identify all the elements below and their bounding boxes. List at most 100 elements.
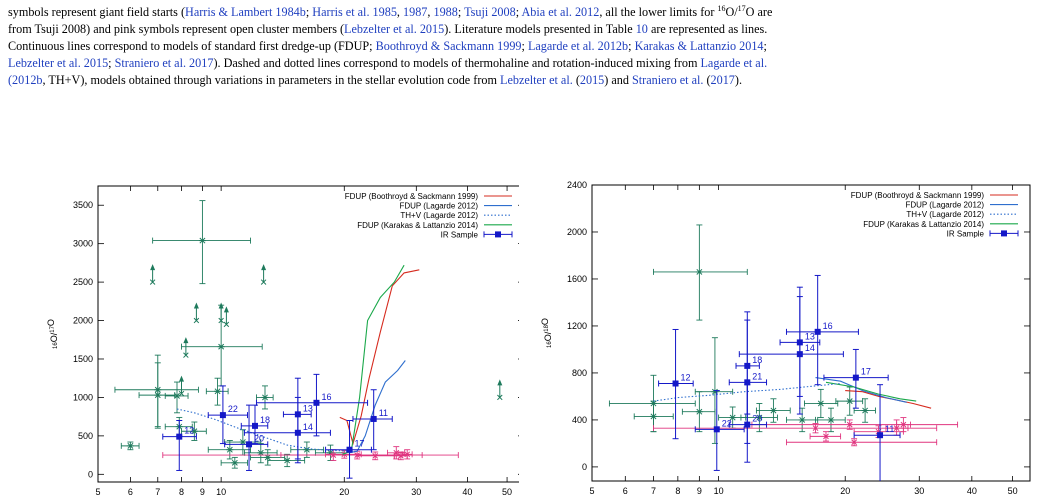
caption-citation[interactable]: Harris et al. 1985 xyxy=(312,5,397,20)
y-tick-label: 3500 xyxy=(73,200,93,210)
caption-citation[interactable]: Abia et al. 2012 xyxy=(521,5,600,20)
caption-citation[interactable]: 2017 xyxy=(710,73,735,88)
legend-label-lagarde: FDUP (Lagarde 2012) xyxy=(905,201,984,210)
caption-text: ; xyxy=(763,39,767,54)
cluster-marker xyxy=(851,439,857,446)
y-tick-label: 400 xyxy=(572,415,587,425)
caption-line-5: (2012b, TH+V), models obtained through v… xyxy=(8,72,1032,89)
caption-text: , xyxy=(396,5,404,20)
caption-citation[interactable]: 1988 xyxy=(433,5,458,20)
caption-citation[interactable]: (2012b xyxy=(8,73,43,88)
caption-line-2: from Tsuji 2008) and pink symbols repres… xyxy=(8,21,1032,38)
y-tick-label: 3000 xyxy=(73,239,93,249)
caption-text: ; xyxy=(628,39,635,54)
field-giant-point xyxy=(681,391,716,433)
y-axis-label-part: 16 xyxy=(547,341,553,348)
caption-text: symbols represent giant field starts ( xyxy=(8,5,186,20)
plot-frame xyxy=(97,185,519,483)
x-tick-label: 10 xyxy=(714,486,724,496)
caption-citation[interactable]: 2015 xyxy=(579,73,605,88)
caption-text: ; xyxy=(108,56,115,71)
legend-swatch-sample xyxy=(495,231,501,238)
ir-sample-label: 11 xyxy=(379,408,388,418)
ir-sample-label: 21 xyxy=(752,371,762,381)
ir-sample-label: 14 xyxy=(805,343,815,353)
caption-text: O are xyxy=(745,5,773,20)
caption-text: ; xyxy=(515,5,522,20)
ir-sample-point: 20 xyxy=(728,384,768,463)
cluster-point xyxy=(356,451,395,461)
lower-limit-arrowhead xyxy=(218,302,224,309)
cluster-marker xyxy=(404,451,411,458)
field-giant-point xyxy=(138,362,176,429)
caption-text: ). xyxy=(734,73,742,88)
ir-sample-label: 22 xyxy=(228,404,238,414)
ir-sample-marker xyxy=(672,380,679,387)
x-tick-label: 40 xyxy=(462,487,472,497)
x-tick-label: 9 xyxy=(200,487,205,497)
lower-limit-arrowhead xyxy=(183,337,189,344)
caption-citation[interactable]: Lebzelter et al. 2015 xyxy=(8,56,109,71)
caption-citation[interactable]: Harris & Lambert 1984b xyxy=(185,5,306,20)
ir-sample-point: 18 xyxy=(240,404,270,445)
model-line-lagarde xyxy=(348,360,406,454)
y-axis-label: 16O/18O xyxy=(540,318,553,348)
y-tick-label: 1500 xyxy=(73,354,93,364)
ir-sample-marker xyxy=(744,379,751,386)
cluster-point xyxy=(393,451,408,461)
x-tick-label: 20 xyxy=(339,487,349,497)
caption-citation[interactable]: Lagarde et al. 2012b xyxy=(527,39,629,54)
caption-citation[interactable]: Boothroyd & Sackmann 1999 xyxy=(375,39,522,54)
caption-citation[interactable]: Straniero et al. xyxy=(632,73,704,88)
legend-label-sample: IR Sample xyxy=(947,229,985,238)
field-giant-point xyxy=(114,354,199,428)
lower-limit-marker xyxy=(193,317,200,324)
lower-limit-point xyxy=(497,379,503,401)
lower-limit-arrowhead xyxy=(261,264,267,271)
legend-label-boothroyd: FDUP (Boothroyd & Sackmann 1999) xyxy=(345,192,479,201)
ir-sample-label: 18 xyxy=(752,355,762,365)
plot-area: 12 22 20 18 13 14 16 17 11 xyxy=(114,200,503,479)
caption-citation[interactable]: 1987 xyxy=(403,5,428,20)
ir-sample-label: 14 xyxy=(303,422,313,432)
lower-limit-point xyxy=(218,302,224,324)
y-tick-label: 800 xyxy=(572,368,587,378)
caption-citation[interactable]: Straniero et al. 2017 xyxy=(114,56,214,71)
model-line-boothroyd xyxy=(339,269,420,446)
ir-sample-label: 13 xyxy=(303,403,313,413)
caption-citation[interactable]: Karakas & Lattanzio 2014 xyxy=(634,39,764,54)
field-giant-point xyxy=(853,398,876,423)
ir-sample-marker xyxy=(814,328,821,335)
ir-sample-point: 21 xyxy=(728,319,768,444)
ir-sample-point: 22 xyxy=(694,390,745,471)
y-tick-label: 0 xyxy=(582,462,587,472)
ir-sample-point: 16 xyxy=(255,373,369,437)
y-tick-label: 2000 xyxy=(73,316,93,326)
legend-label-karakas: FDUP (Karakas & Lattanzio 2014) xyxy=(357,221,478,230)
field-giant-point xyxy=(835,386,864,416)
ir-sample-point: 11 xyxy=(352,389,393,451)
caption-citation[interactable]: Lagarde et al. xyxy=(700,56,768,71)
ir-sample-point: 12 xyxy=(658,328,694,440)
ir-sample-label: 11 xyxy=(885,424,894,434)
ir-sample-marker xyxy=(877,432,884,439)
x-tick-label: 6 xyxy=(128,487,133,497)
caption-citation[interactable]: Lebzelter et al. 2015 xyxy=(344,22,445,37)
ir-sample-marker xyxy=(313,399,320,406)
caption-citation[interactable]: 10 xyxy=(635,22,648,37)
caption-citation[interactable]: Lebzelter et al. xyxy=(500,73,573,88)
cluster-point xyxy=(401,449,413,460)
y-tick-label: 500 xyxy=(78,431,93,441)
ir-sample-marker xyxy=(852,374,859,381)
x-tick-label: 10 xyxy=(216,487,226,497)
y-axis-label-part: O/ xyxy=(543,331,553,341)
ir-sample-marker xyxy=(796,351,803,358)
caption-text: ). Dashed and dotted lines correspond to… xyxy=(213,56,701,71)
caption-citation[interactable]: Tsuji 2008 xyxy=(464,5,516,20)
field-giant-point xyxy=(740,403,778,433)
ir-sample-marker xyxy=(219,412,226,419)
field-giant-point xyxy=(755,398,791,423)
field-giant-point xyxy=(653,224,748,321)
caption-text: ; xyxy=(521,39,528,54)
caption-text: are represented as lines. xyxy=(647,22,768,37)
